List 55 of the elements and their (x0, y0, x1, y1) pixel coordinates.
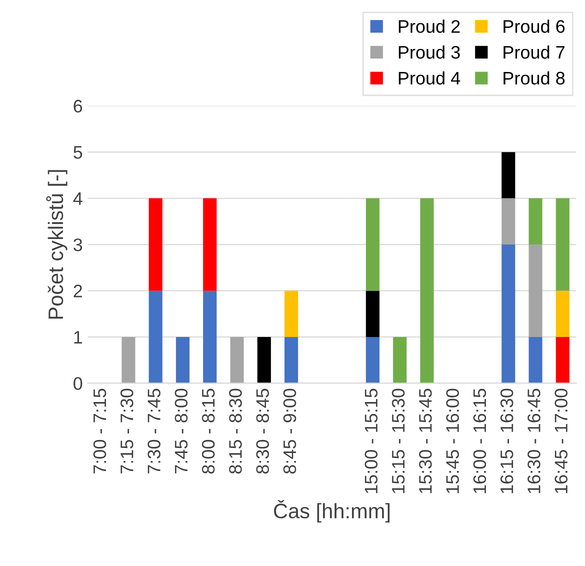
bar (502, 152, 516, 198)
legend-label: Proud 8 (504, 71, 565, 85)
bar (366, 198, 380, 291)
x-axis-title: Čas [hh:mm] (274, 500, 390, 523)
x-tick-label: 16:00 - 16:15 (473, 388, 486, 494)
x-tick-label: 15:45 - 16:00 (446, 388, 459, 494)
bar (556, 336, 570, 384)
bar (257, 336, 271, 384)
bar (420, 198, 434, 384)
bar (176, 336, 190, 384)
x-tick-label: 15:00 - 15:15 (364, 388, 378, 494)
bar (393, 336, 407, 384)
bar (528, 244, 542, 337)
bar (230, 336, 244, 384)
x-tick-label: 8:15 - 8:30 (229, 388, 242, 474)
x-tick-label: 7:45 - 8:00 (174, 388, 188, 474)
bar (502, 244, 516, 384)
bar (556, 290, 570, 337)
legend-label: Proud 2 (398, 20, 460, 33)
x-tick-label: 7:15 - 7:30 (120, 388, 134, 474)
bar (203, 198, 217, 291)
legend-label: Proud 7 (504, 45, 564, 59)
bar (122, 336, 136, 384)
y-tick-label: 0 (74, 377, 82, 390)
x-tick-label: 8:45 - 9:00 (283, 388, 296, 474)
bar (366, 336, 380, 384)
bar (556, 198, 570, 291)
y-tick-label: 4 (73, 192, 82, 205)
y-tick-label: 2 (74, 284, 82, 298)
x-tick-label: 7:30 - 7:45 (148, 388, 160, 474)
x-tick-label: 8:00 - 8:15 (202, 388, 215, 474)
x-tick-label: 16:15 - 16:30 (500, 388, 514, 494)
bar (528, 336, 542, 384)
bar (502, 198, 516, 245)
x-tick-label: 15:30 - 15:45 (419, 388, 432, 494)
y-axis-title: Počet cyklistů [-] (46, 170, 68, 319)
bar (203, 290, 217, 384)
y-tick-label: 3 (74, 238, 82, 252)
legend-label: Proud 6 (504, 20, 565, 33)
legend-label: Proud 3 (398, 45, 460, 59)
legend-label: Proud 4 (398, 71, 460, 85)
y-tick-label: 6 (74, 100, 82, 113)
bar (148, 198, 162, 291)
y-tick-label: 5 (74, 146, 82, 159)
y-tick-label: 1 (74, 331, 82, 344)
bar (284, 290, 298, 337)
bar (148, 290, 162, 384)
x-tick-label: 8:30 - 8:45 (256, 388, 269, 474)
bar (528, 198, 542, 245)
x-tick-label: 16:30 - 16:45 (528, 388, 540, 494)
x-tick-label: 15:15 - 15:30 (392, 388, 405, 494)
bar (366, 290, 380, 337)
x-tick-label: 16:45 - 17:00 (554, 388, 568, 494)
bar (284, 336, 298, 384)
x-tick-label: 7:00 - 7:15 (93, 388, 106, 474)
